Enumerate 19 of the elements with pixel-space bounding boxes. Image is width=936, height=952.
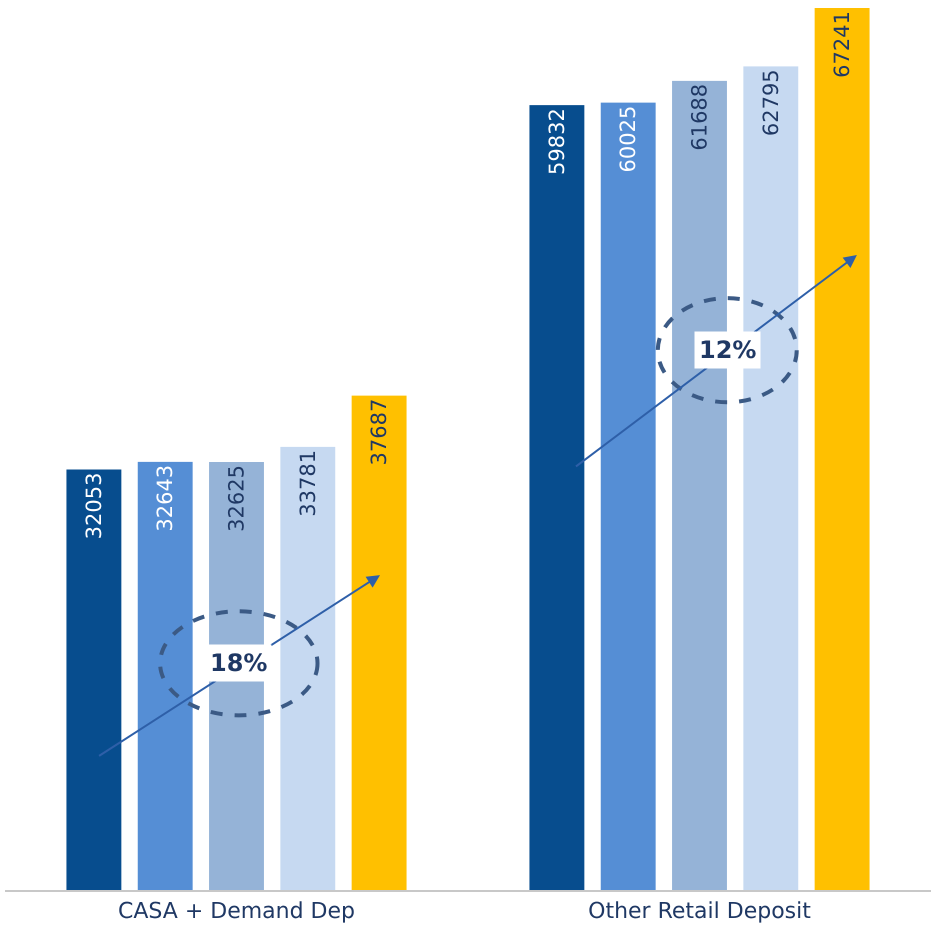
data-label: 32625 — [224, 465, 248, 532]
data-label: 33781 — [296, 450, 320, 517]
bar — [814, 8, 870, 890]
annotation: 12% — [699, 336, 756, 364]
data-label: 62795 — [758, 69, 783, 136]
bar — [66, 470, 122, 890]
x-tick-label: Other Retail Deposit — [588, 899, 812, 924]
data-label: 32643 — [153, 464, 178, 532]
x-tick-label: CASA + Demand Dep — [118, 899, 355, 924]
data-label: 37687 — [367, 398, 392, 466]
data-label: 59832 — [544, 108, 569, 175]
bar — [529, 105, 584, 890]
bar — [352, 396, 407, 890]
data-label: 60025 — [616, 106, 640, 172]
bar — [600, 102, 656, 890]
data-label: 67241 — [830, 11, 854, 78]
annotation: 18% — [210, 649, 268, 677]
data-label: 32053 — [82, 472, 106, 540]
data-label: 61688 — [688, 84, 712, 151]
